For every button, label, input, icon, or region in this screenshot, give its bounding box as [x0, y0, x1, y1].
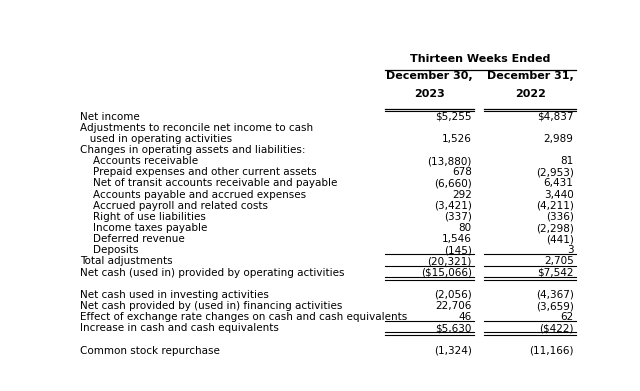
Text: Net of transit accounts receivable and payable: Net of transit accounts receivable and p…	[80, 178, 337, 188]
Text: 22,706: 22,706	[435, 301, 472, 311]
Text: 81: 81	[560, 156, 573, 166]
Text: (20,321): (20,321)	[428, 256, 472, 266]
Text: Adjustments to reconcile net income to cash: Adjustments to reconcile net income to c…	[80, 123, 313, 133]
Text: $5,630: $5,630	[435, 323, 472, 333]
Text: (336): (336)	[546, 212, 573, 222]
Text: December 31,: December 31,	[487, 71, 573, 81]
Text: (2,056): (2,056)	[434, 290, 472, 300]
Text: (4,211): (4,211)	[536, 201, 573, 211]
Text: Deferred revenue: Deferred revenue	[80, 234, 185, 244]
Text: (6,660): (6,660)	[434, 178, 472, 188]
Text: 3,440: 3,440	[544, 190, 573, 200]
Text: 2,705: 2,705	[544, 256, 573, 266]
Text: (3,659): (3,659)	[536, 301, 573, 311]
Text: 2022: 2022	[515, 89, 546, 99]
Text: $4,837: $4,837	[537, 112, 573, 122]
Text: Total adjustments: Total adjustments	[80, 256, 173, 266]
Text: Accrued payroll and related costs: Accrued payroll and related costs	[80, 201, 268, 211]
Text: 3: 3	[567, 245, 573, 255]
Text: Changes in operating assets and liabilities:: Changes in operating assets and liabilit…	[80, 145, 305, 155]
Text: Common stock repurchase: Common stock repurchase	[80, 346, 220, 355]
Text: Effect of exchange rate changes on cash and cash equivalents: Effect of exchange rate changes on cash …	[80, 312, 407, 322]
Text: $5,255: $5,255	[435, 112, 472, 122]
Text: (13,880): (13,880)	[428, 156, 472, 166]
Text: (441): (441)	[546, 234, 573, 244]
Text: $7,542: $7,542	[537, 267, 573, 278]
Text: Right of use liabilities: Right of use liabilities	[80, 212, 206, 222]
Text: 1,546: 1,546	[442, 234, 472, 244]
Text: Net cash provided by (used in) financing activities: Net cash provided by (used in) financing…	[80, 301, 342, 311]
Text: ($15,066): ($15,066)	[421, 267, 472, 278]
Text: Increase in cash and cash equivalents: Increase in cash and cash equivalents	[80, 323, 279, 333]
Text: Accounts payable and accrued expenses: Accounts payable and accrued expenses	[80, 190, 306, 200]
Text: Net cash (used in) provided by operating activities: Net cash (used in) provided by operating…	[80, 267, 344, 278]
Text: (2,953): (2,953)	[536, 167, 573, 178]
Text: ($422): ($422)	[539, 323, 573, 333]
Text: 80: 80	[459, 223, 472, 233]
Text: Prepaid expenses and other current assets: Prepaid expenses and other current asset…	[80, 167, 317, 178]
Text: 2023: 2023	[414, 89, 445, 99]
Text: Income taxes payable: Income taxes payable	[80, 223, 207, 233]
Text: (145): (145)	[444, 245, 472, 255]
Text: (337): (337)	[444, 212, 472, 222]
Text: (2,298): (2,298)	[536, 223, 573, 233]
Text: 6,431: 6,431	[543, 178, 573, 188]
Text: 62: 62	[560, 312, 573, 322]
Text: 678: 678	[452, 167, 472, 178]
Text: Net cash used in investing activities: Net cash used in investing activities	[80, 290, 269, 300]
Text: (3,421): (3,421)	[434, 201, 472, 211]
Text: Deposits: Deposits	[80, 245, 138, 255]
Text: used in operating activities: used in operating activities	[80, 134, 232, 144]
Text: 2,989: 2,989	[543, 134, 573, 144]
Text: 292: 292	[452, 190, 472, 200]
Text: 46: 46	[459, 312, 472, 322]
Text: 1,526: 1,526	[442, 134, 472, 144]
Text: (4,367): (4,367)	[536, 290, 573, 300]
Text: (1,324): (1,324)	[434, 346, 472, 355]
Text: Net income: Net income	[80, 112, 140, 122]
Text: December 30,: December 30,	[387, 71, 473, 81]
Text: Accounts receivable: Accounts receivable	[80, 156, 198, 166]
Text: (11,166): (11,166)	[529, 346, 573, 355]
Text: Thirteen Weeks Ended: Thirteen Weeks Ended	[410, 54, 550, 65]
